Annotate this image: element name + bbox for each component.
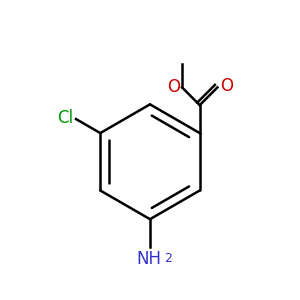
Text: O: O	[167, 77, 180, 95]
Text: O: O	[220, 77, 233, 95]
Text: 2: 2	[164, 253, 172, 266]
Text: NH: NH	[136, 250, 161, 268]
Text: Cl: Cl	[58, 109, 74, 127]
